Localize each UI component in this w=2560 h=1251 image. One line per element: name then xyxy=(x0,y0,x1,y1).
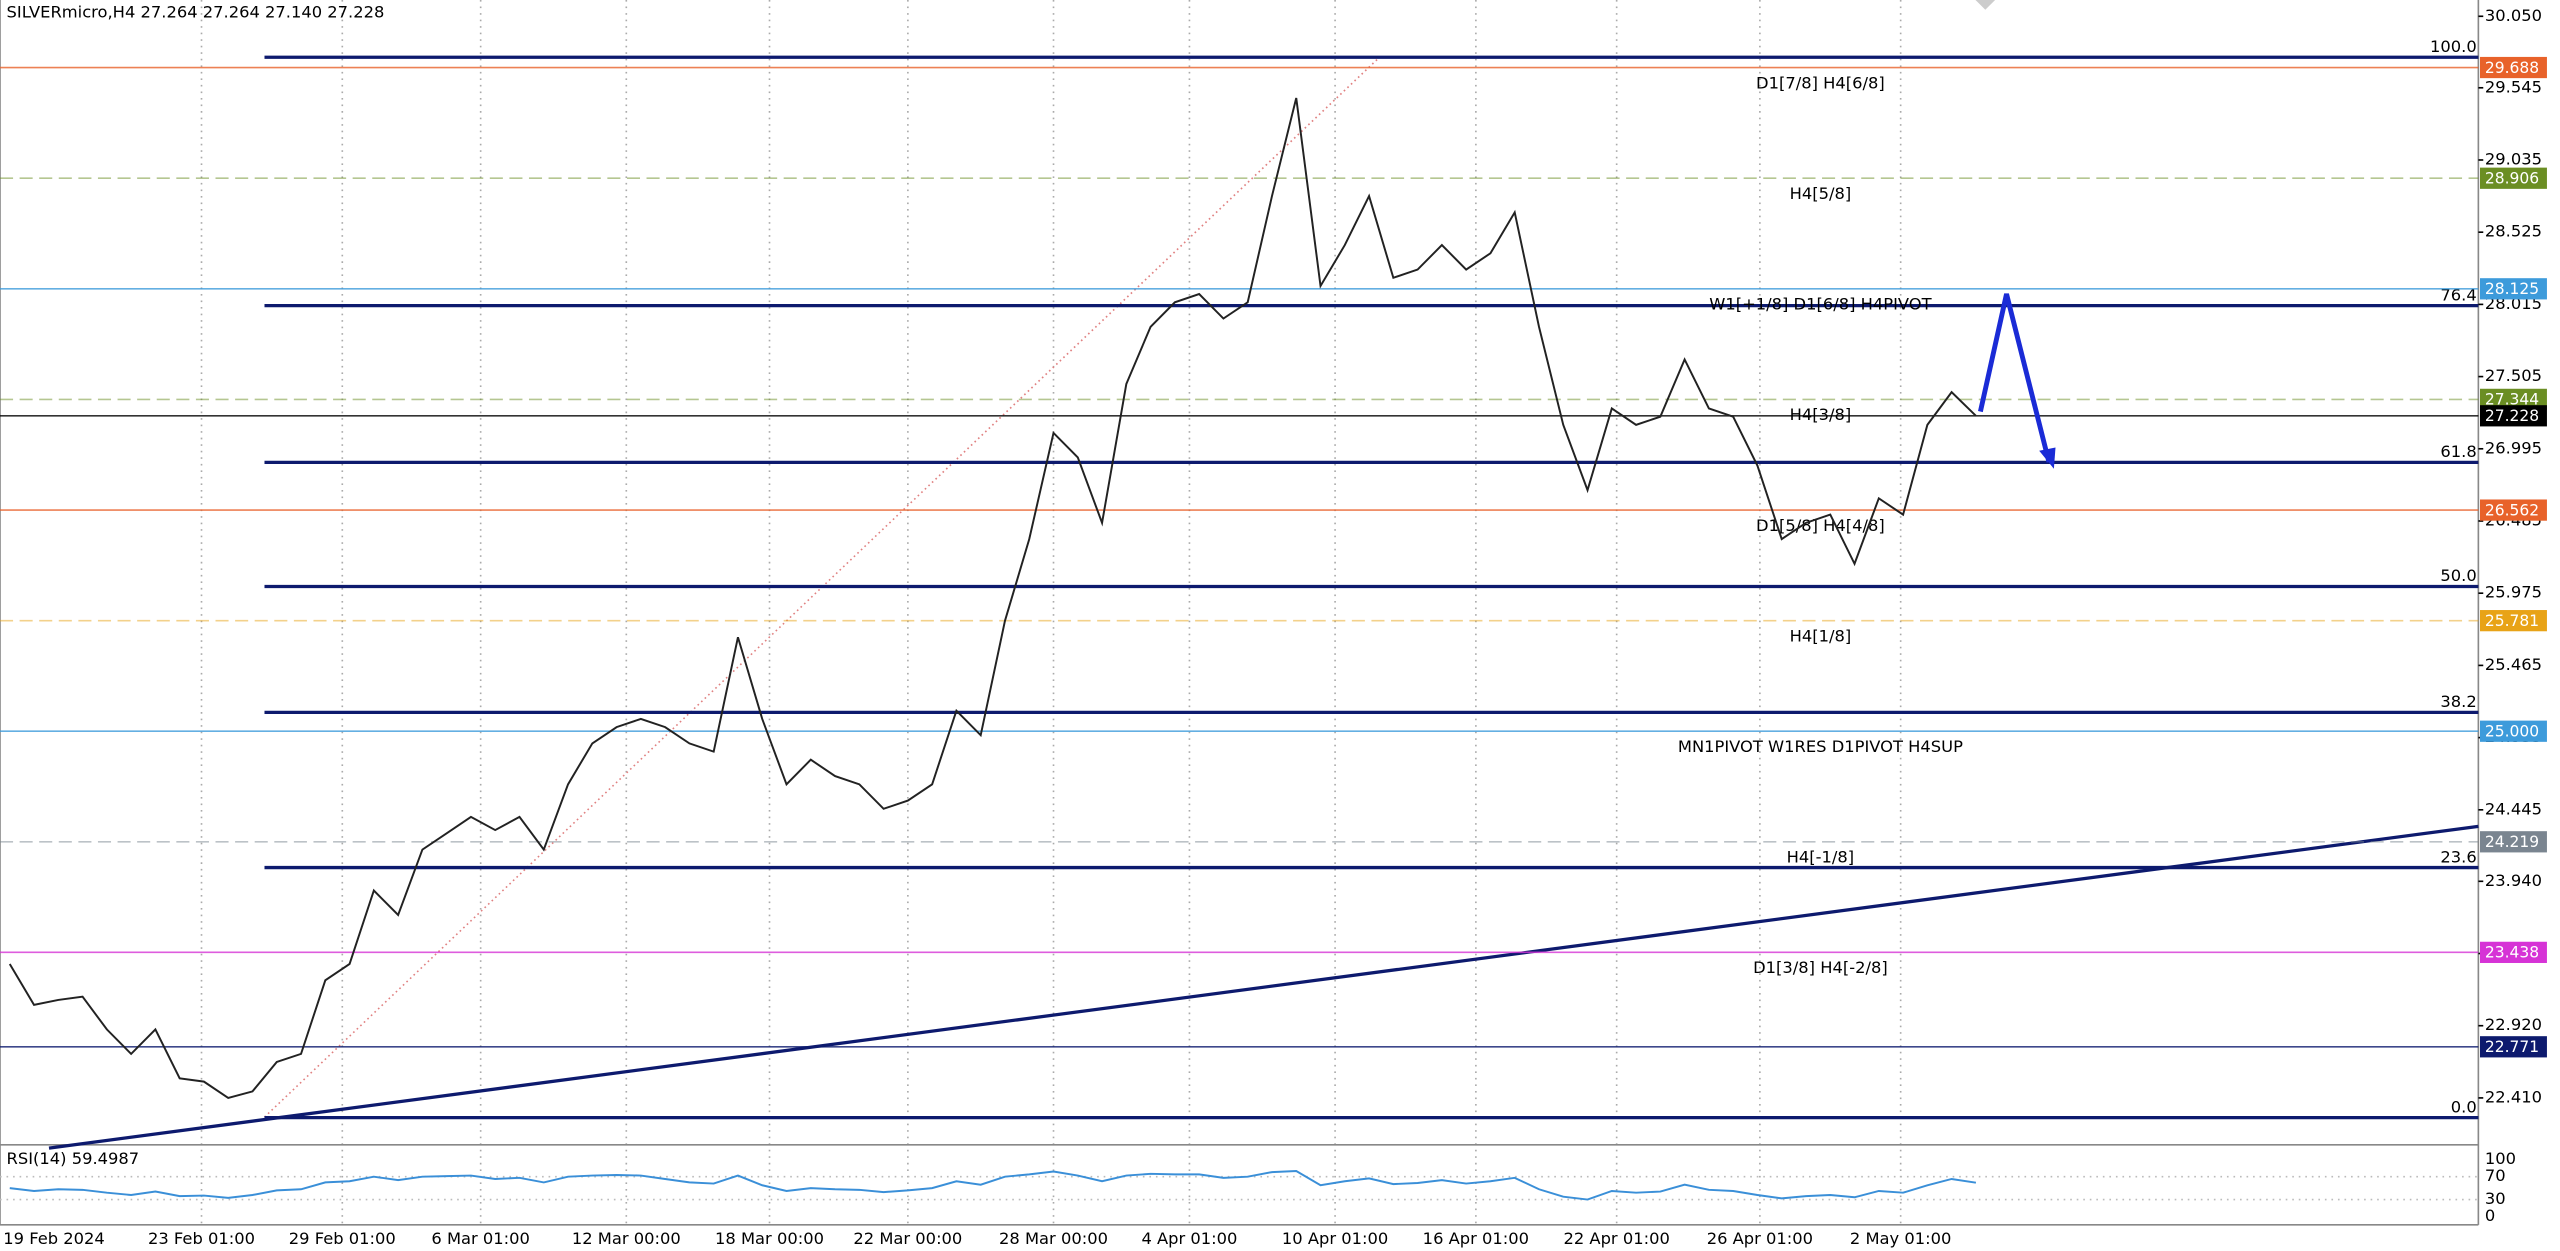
price-tag xyxy=(2480,1036,2547,1058)
x-tick-label: 28 Mar 00:00 xyxy=(999,1229,1108,1248)
price-tag-label: 26.562 xyxy=(2485,501,2539,519)
price-tag xyxy=(2480,388,2547,410)
rsi-tick-label: 30 xyxy=(2485,1189,2506,1208)
y-tick-label: 27.505 xyxy=(2485,366,2542,385)
y-tick-label: 24.445 xyxy=(2485,799,2542,818)
arrow-head xyxy=(2039,447,2056,469)
x-tick-label: 12 Mar 00:00 xyxy=(572,1229,681,1248)
y-tick-label: 25.465 xyxy=(2485,655,2542,674)
y-tick-label: 29.545 xyxy=(2485,77,2542,96)
level-label: D1[3/8] H4[-2/8] xyxy=(1753,958,1888,977)
price-tag-label: 25.781 xyxy=(2485,612,2539,630)
price-tag-label: 23.438 xyxy=(2485,944,2539,962)
fibo-label: 100.0 xyxy=(2430,37,2477,56)
y-tick-label: 26.995 xyxy=(2485,438,2542,457)
level-label: H4[1/8] xyxy=(1790,626,1852,645)
level-label: D1[7/8] H4[6/8] xyxy=(1756,73,1885,92)
x-tick-label: 10 Apr 01:00 xyxy=(1282,1229,1388,1248)
price-tag-label: 22.771 xyxy=(2485,1038,2539,1056)
price-tag xyxy=(2480,167,2547,189)
price-tag-label: 28.125 xyxy=(2485,280,2539,298)
price-tag xyxy=(2480,941,2547,963)
price-tag xyxy=(2480,56,2547,79)
rsi-label: RSI(14) 59.4987 xyxy=(7,1149,140,1168)
x-tick-label: 16 Apr 01:00 xyxy=(1423,1229,1529,1248)
scroll-marker xyxy=(1975,0,1996,10)
price-tag-label: 25.000 xyxy=(2485,723,2539,741)
fibo-label: 23.6 xyxy=(2440,847,2476,866)
price-tag-label: 28.906 xyxy=(2485,170,2539,188)
trend-line xyxy=(48,824,2479,1150)
level-label: D1[5/8] H4[4/8] xyxy=(1756,516,1885,535)
rsi-tick-label: 0 xyxy=(2485,1206,2495,1225)
forecast-arrow xyxy=(1978,293,2052,463)
fibo-label: 50.0 xyxy=(2440,566,2476,585)
x-tick-label: 19 Feb 2024 xyxy=(3,1229,105,1248)
fibo-label: 61.8 xyxy=(2440,442,2476,461)
y-tick-label: 30.050 xyxy=(2485,6,2542,25)
x-tick-label: 4 Apr 01:00 xyxy=(1141,1229,1237,1248)
chart-title: SILVERmicro,H4 27.264 27.264 27.140 27.2… xyxy=(7,3,385,22)
price-tag-label: 27.228 xyxy=(2485,407,2539,425)
y-tick-label: 22.410 xyxy=(2485,1087,2542,1106)
y-tick-label: 22.920 xyxy=(2485,1015,2542,1034)
x-tick-label: 6 Mar 01:00 xyxy=(431,1229,530,1248)
rsi-tick-label: 100 xyxy=(2485,1149,2516,1168)
price-tag-label: 27.344 xyxy=(2485,391,2539,409)
x-tick-label: 29 Feb 01:00 xyxy=(289,1229,396,1248)
fibo-label: 38.2 xyxy=(2440,692,2476,711)
price-tag xyxy=(2480,405,2547,427)
price-tag xyxy=(2480,499,2547,521)
layer: 19 Feb 2024 23 Feb 01:00 29 Feb 01:00 6 Mar… xyxy=(0,6,2547,1248)
price-tag xyxy=(2480,610,2547,632)
x-tick-label: 18 Mar 00:00 xyxy=(715,1229,824,1248)
rsi-line xyxy=(9,1169,1977,1201)
y-tick-label: 23.940 xyxy=(2485,871,2542,890)
x-tick-label: 23 Feb 01:00 xyxy=(148,1229,255,1248)
price-line xyxy=(8,97,1977,1099)
y-tick-label: 25.975 xyxy=(2485,583,2542,602)
level-label: MN1PIVOT W1RES D1PIVOT H4SUP xyxy=(1678,737,1963,756)
price-tag xyxy=(2480,278,2547,300)
x-tick-label: 26 Apr 01:00 xyxy=(1707,1229,1813,1248)
level-label: H4[-1/8] xyxy=(1787,848,1855,867)
y-tick-label: 29.035 xyxy=(2485,149,2542,168)
level-label: H4[5/8] xyxy=(1790,184,1852,203)
x-tick-label: 22 Apr 01:00 xyxy=(1563,1229,1669,1248)
level-label: W1[+1/8] D1[6/8] H4PIVOT xyxy=(1709,295,1932,314)
fibo-label: 0.0 xyxy=(2451,1097,2477,1116)
price-tag xyxy=(2480,831,2547,853)
price-tag-label: 24.219 xyxy=(2485,833,2539,851)
fibo-label: 76.4 xyxy=(2440,285,2476,304)
x-tick-label: 22 Mar 00:00 xyxy=(853,1229,962,1248)
price-tag-label: 29.688 xyxy=(2485,59,2539,77)
grid xyxy=(200,0,1902,1225)
price-tag xyxy=(2480,720,2547,742)
x-tick-label: 2 May 01:00 xyxy=(1850,1229,1951,1248)
rsi-tick-label: 70 xyxy=(2485,1166,2506,1185)
level-label: H4[3/8] xyxy=(1790,405,1852,424)
y-tick-label: 28.525 xyxy=(2485,222,2542,241)
